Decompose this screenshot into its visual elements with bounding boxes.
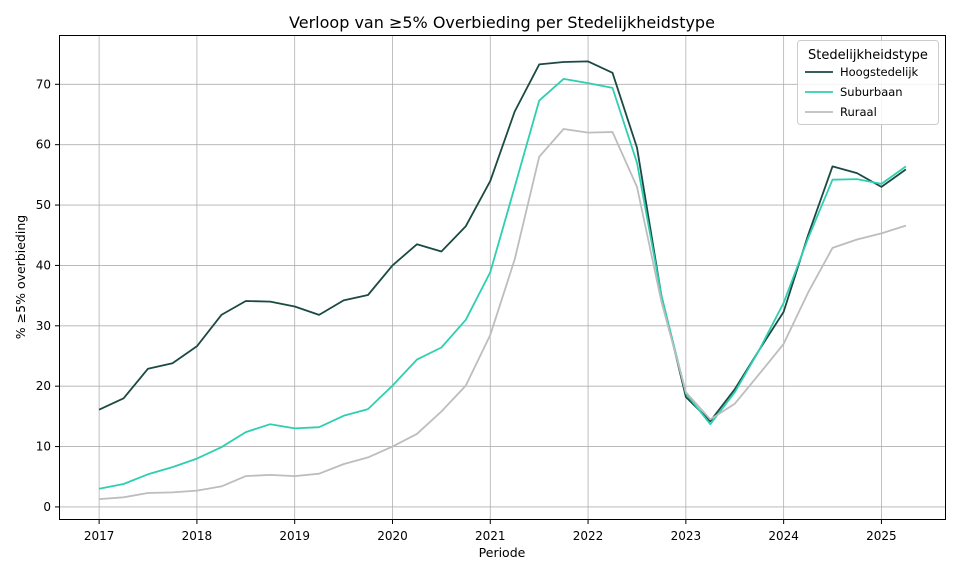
x-tick-label: 2025 xyxy=(866,529,897,543)
y-tick-label: 70 xyxy=(36,77,51,91)
x-tick-label: 2024 xyxy=(768,529,799,543)
x-tick-label: 2018 xyxy=(182,529,213,543)
legend-title: Stedelijkheidstype xyxy=(808,48,928,63)
plot-frame xyxy=(59,35,946,520)
y-tick-label: 30 xyxy=(36,319,51,333)
legend-label: Suburbaan xyxy=(840,85,903,99)
legend-label: Hoogstedelijk xyxy=(840,65,919,79)
y-tick-label: 40 xyxy=(36,258,51,272)
y-tick-label: 0 xyxy=(43,500,51,514)
series-line-suburbaan xyxy=(98,78,907,490)
series-lines xyxy=(98,60,907,500)
legend-box xyxy=(797,40,939,125)
series-line-hoogstedelijk xyxy=(98,60,907,423)
x-tick-label: 2019 xyxy=(279,529,310,543)
y-axis: 0 10 20 30 40 50 60 70 xyxy=(36,77,60,514)
legend-label: Ruraal xyxy=(840,105,877,119)
x-tick-label: 2021 xyxy=(475,529,506,543)
x-axis-label: Periode xyxy=(479,545,526,560)
x-tick-label: 2023 xyxy=(671,529,702,543)
y-tick-label: 60 xyxy=(36,138,51,152)
x-tick-label: 2017 xyxy=(84,529,115,543)
series-line-ruraal xyxy=(99,128,907,500)
x-tick-label: 2020 xyxy=(377,529,408,543)
chart-title: Verloop van ≥5% Overbieding per Stedelij… xyxy=(289,13,715,32)
y-tick-label: 50 xyxy=(36,198,51,212)
y-tick-label: 10 xyxy=(36,440,51,454)
y-axis-label: % ≥5% overbieding xyxy=(13,215,28,339)
y-tick-label: 20 xyxy=(36,379,51,393)
legend: Stedelijkheidstype Hoogstedelijk Suburbaa… xyxy=(797,40,939,125)
x-axis: 2017 2018 2019 2020 2021 2022 2023 2024 2025 xyxy=(84,519,897,543)
x-tick-label: 2022 xyxy=(573,529,604,543)
